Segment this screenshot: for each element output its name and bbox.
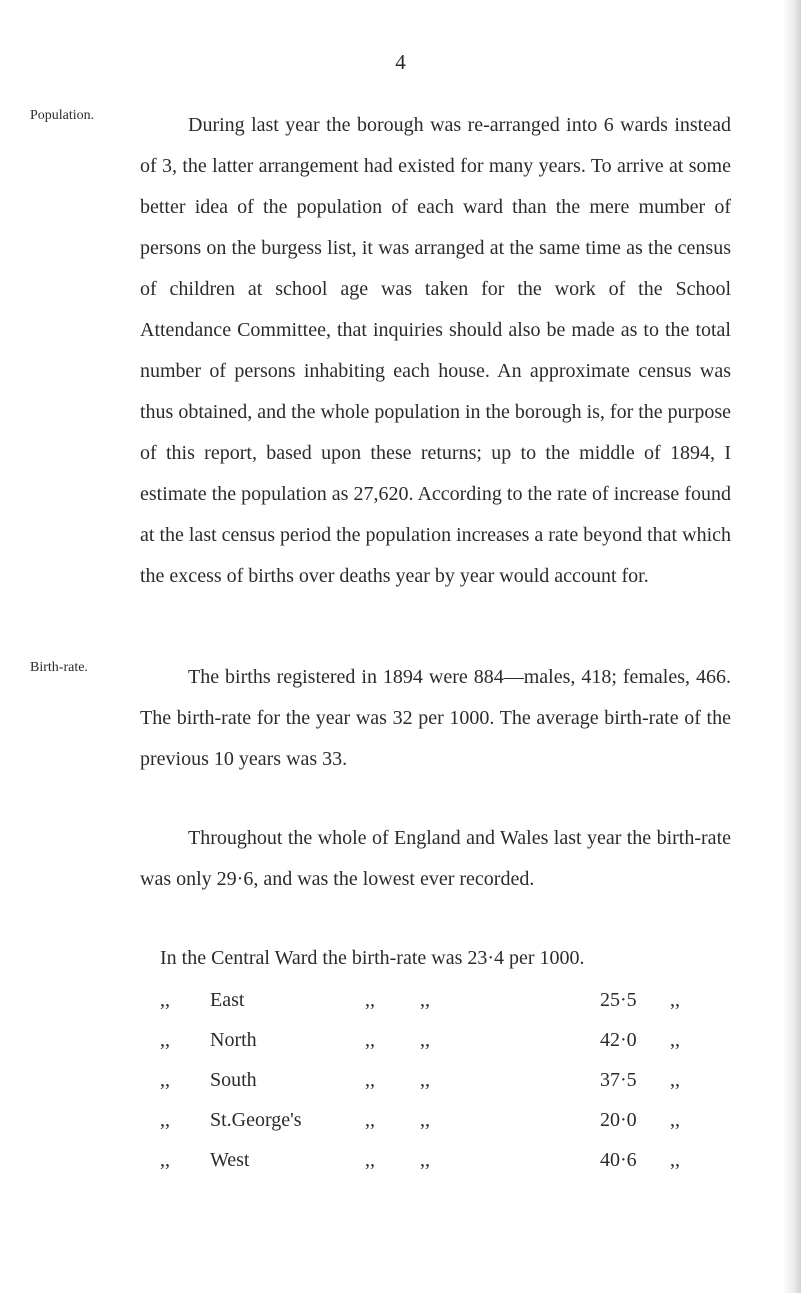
- ditto-cell: ,,: [670, 1060, 710, 1100]
- ditto-cell: ,,: [160, 1060, 210, 1100]
- ward-name-cell: St.George's: [210, 1100, 365, 1140]
- table-row: ,, West ,, ,, 40·6 ,,: [160, 1140, 711, 1180]
- table-row: ,, North ,, ,, 42·0 ,,: [160, 1020, 711, 1060]
- birth-rate-value-cell: 20·0: [600, 1100, 670, 1140]
- birth-rate-value-cell: 42·0: [600, 1020, 670, 1060]
- birth-rate-section: Birth-rate. The births registered in 189…: [30, 657, 771, 780]
- ditto-cell: ,,: [365, 980, 420, 1020]
- table-row: ,, East ,, ,, 25·5 ,,: [160, 980, 711, 1020]
- birth-rate-para2-row: Throughout the whole of England and Wale…: [30, 818, 771, 900]
- ditto-cell: ,,: [160, 1140, 210, 1180]
- ward-birth-rate-table: In the Central Ward the birth-rate was 2…: [160, 938, 711, 1180]
- ditto-cell: ,,: [420, 1060, 600, 1100]
- table-row: ,, St.George's ,, ,, 20·0 ,,: [160, 1100, 711, 1140]
- ditto-cell: ,,: [365, 1100, 420, 1140]
- ditto-cell: ,,: [420, 1100, 600, 1140]
- page-edge-shadow: [783, 0, 801, 1293]
- population-section: Population. During last year the borough…: [30, 105, 771, 597]
- birth-rate-paragraph-2: Throughout the whole of England and Wale…: [140, 818, 771, 900]
- page-number: 4: [30, 50, 771, 75]
- section-gap: [30, 900, 771, 938]
- ward-name-cell: East: [210, 980, 365, 1020]
- birth-rate-value-cell: 37·5: [600, 1060, 670, 1100]
- ward-table-header: In the Central Ward the birth-rate was 2…: [160, 938, 711, 978]
- ditto-cell: ,,: [670, 980, 710, 1020]
- ditto-cell: ,,: [365, 1020, 420, 1060]
- ditto-cell: ,,: [420, 1140, 600, 1180]
- ditto-cell: ,,: [160, 1020, 210, 1060]
- ditto-cell: ,,: [160, 1100, 210, 1140]
- ditto-cell: ,,: [365, 1060, 420, 1100]
- ditto-cell: ,,: [420, 980, 600, 1020]
- section-gap: [30, 780, 771, 818]
- ditto-cell: ,,: [670, 1100, 710, 1140]
- table-row: ,, South ,, ,, 37·5 ,,: [160, 1060, 711, 1100]
- ward-name-cell: South: [210, 1060, 365, 1100]
- population-paragraph: During last year the borough was re-arra…: [140, 105, 771, 597]
- ward-name-cell: West: [210, 1140, 365, 1180]
- section-gap: [30, 597, 771, 657]
- ditto-cell: ,,: [670, 1140, 710, 1180]
- ditto-cell: ,,: [365, 1140, 420, 1180]
- birth-rate-value-cell: 25·5: [600, 980, 670, 1020]
- ditto-cell: ,,: [420, 1020, 600, 1060]
- ward-name-cell: North: [210, 1020, 365, 1060]
- ditto-cell: ,,: [160, 980, 210, 1020]
- birth-rate-paragraph-1: The births registered in 1894 were 884—m…: [140, 657, 771, 780]
- empty-margin: [30, 818, 140, 900]
- population-margin-label: Population.: [30, 105, 140, 597]
- ditto-cell: ,,: [670, 1020, 710, 1060]
- birth-rate-margin-label: Birth-rate.: [30, 657, 140, 780]
- birth-rate-value-cell: 40·6: [600, 1140, 670, 1180]
